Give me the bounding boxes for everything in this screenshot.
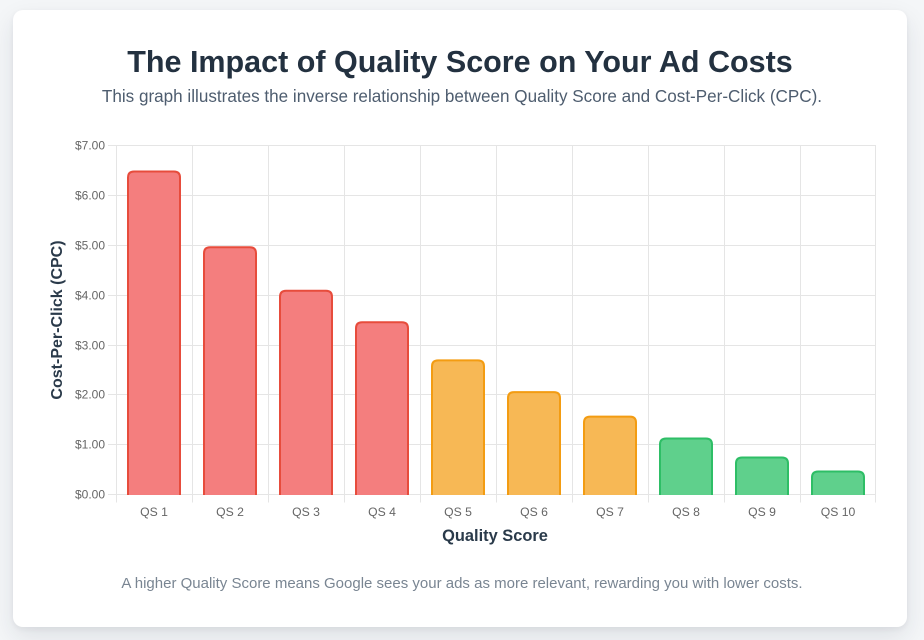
svg-text:$6.00: $6.00	[75, 189, 105, 203]
svg-text:$7.00: $7.00	[75, 139, 105, 153]
svg-text:QS 7: QS 7	[596, 505, 624, 519]
svg-text:QS 9: QS 9	[748, 505, 776, 519]
svg-text:$0.00: $0.00	[75, 488, 105, 502]
svg-text:QS 1: QS 1	[140, 505, 168, 519]
svg-text:$3.00: $3.00	[75, 339, 105, 353]
svg-text:$5.00: $5.00	[75, 239, 105, 253]
svg-text:QS 10: QS 10	[821, 505, 856, 519]
svg-text:QS 5: QS 5	[444, 505, 472, 519]
svg-text:QS 8: QS 8	[672, 505, 700, 519]
svg-text:Quality Score: Quality Score	[442, 527, 548, 545]
svg-text:$1.00: $1.00	[75, 438, 105, 452]
svg-text:$4.00: $4.00	[75, 289, 105, 303]
svg-text:QS 6: QS 6	[520, 505, 548, 519]
svg-text:Cost-Per-Click (CPC): Cost-Per-Click (CPC)	[49, 240, 66, 399]
svg-text:QS 2: QS 2	[216, 505, 244, 519]
svg-text:QS 3: QS 3	[292, 505, 320, 519]
svg-text:QS 4: QS 4	[368, 505, 396, 519]
svg-text:$2.00: $2.00	[75, 388, 105, 402]
